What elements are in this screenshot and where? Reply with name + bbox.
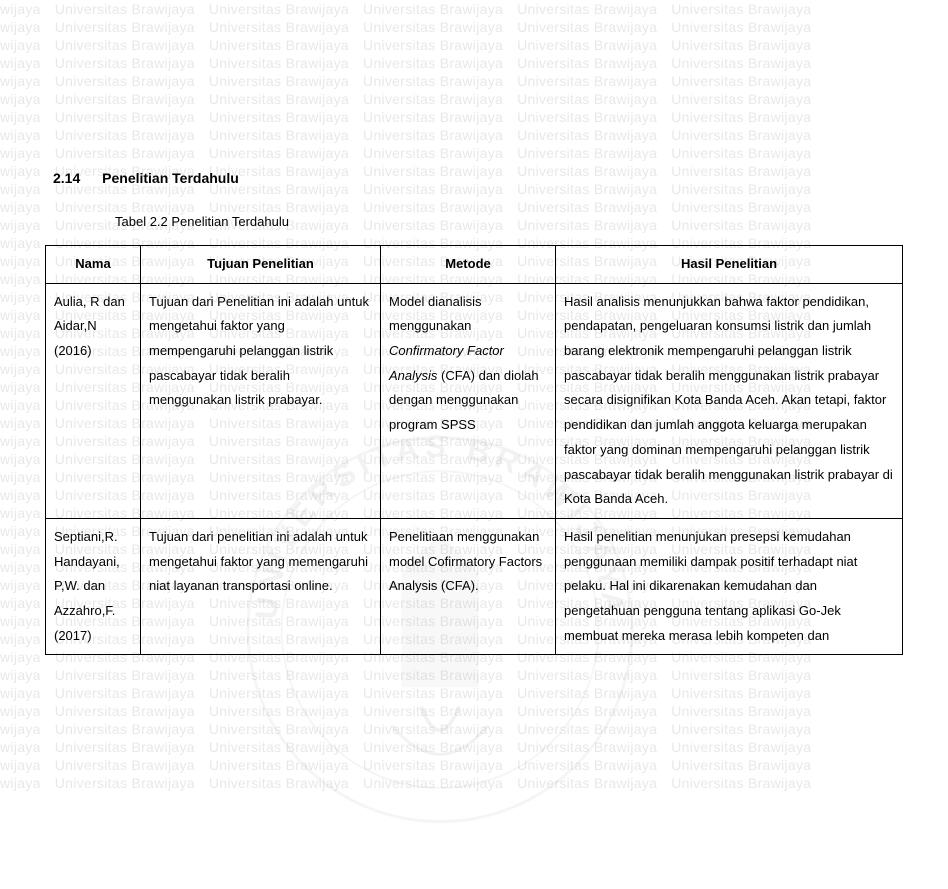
watermark-row: wijayaUniversitas BrawijayaUniversitas B… xyxy=(0,702,948,720)
section-title: Penelitian Terdahulu xyxy=(102,170,239,186)
research-table: Nama Tujuan Penelitian Metode Hasil Pene… xyxy=(45,245,903,655)
cell-tujuan: Tujuan dari penelitian ini adalah untuk … xyxy=(141,518,381,654)
header-tujuan: Tujuan Penelitian xyxy=(141,246,381,284)
watermark-row: wijayaUniversitas BrawijayaUniversitas B… xyxy=(0,720,948,738)
table-row: Septiani,R. Handayani, P,W. dan Azzahro,… xyxy=(46,518,903,654)
watermark-row: wijayaUniversitas BrawijayaUniversitas B… xyxy=(0,774,948,792)
cell-nama: Aulia, R dan Aidar,N (2016) xyxy=(46,283,141,518)
section-heading: 2.14 Penelitian Terdahulu xyxy=(53,170,903,186)
table-header-row: Nama Tujuan Penelitian Metode Hasil Pene… xyxy=(46,246,903,284)
header-hasil: Hasil Penelitian xyxy=(556,246,903,284)
watermark-row: wijayaUniversitas BrawijayaUniversitas B… xyxy=(0,684,948,702)
header-metode: Metode xyxy=(381,246,556,284)
header-nama: Nama xyxy=(46,246,141,284)
section-number: 2.14 xyxy=(53,170,80,186)
cell-hasil: Hasil penelitian menunjukan presepsi kem… xyxy=(556,518,903,654)
table-caption: Tabel 2.2 Penelitian Terdahulu xyxy=(115,214,903,229)
cell-hasil: Hasil analisis menunjukkan bahwa faktor … xyxy=(556,283,903,518)
watermark-row: wijayaUniversitas BrawijayaUniversitas B… xyxy=(0,738,948,756)
watermark-row: wijayaUniversitas BrawijayaUniversitas B… xyxy=(0,666,948,684)
cell-tujuan: Tujuan dari Penelitian ini adalah untuk … xyxy=(141,283,381,518)
cell-metode: Model dianalisis menggunakan Confirmator… xyxy=(381,283,556,518)
page-content: 2.14 Penelitian Terdahulu Tabel 2.2 Pene… xyxy=(0,0,948,655)
table-row: Aulia, R dan Aidar,N (2016)Tujuan dari P… xyxy=(46,283,903,518)
cell-metode: Penelitiaan menggunakan model Cofirmator… xyxy=(381,518,556,654)
watermark-row: wijayaUniversitas BrawijayaUniversitas B… xyxy=(0,756,948,774)
cell-nama: Septiani,R. Handayani, P,W. dan Azzahro,… xyxy=(46,518,141,654)
